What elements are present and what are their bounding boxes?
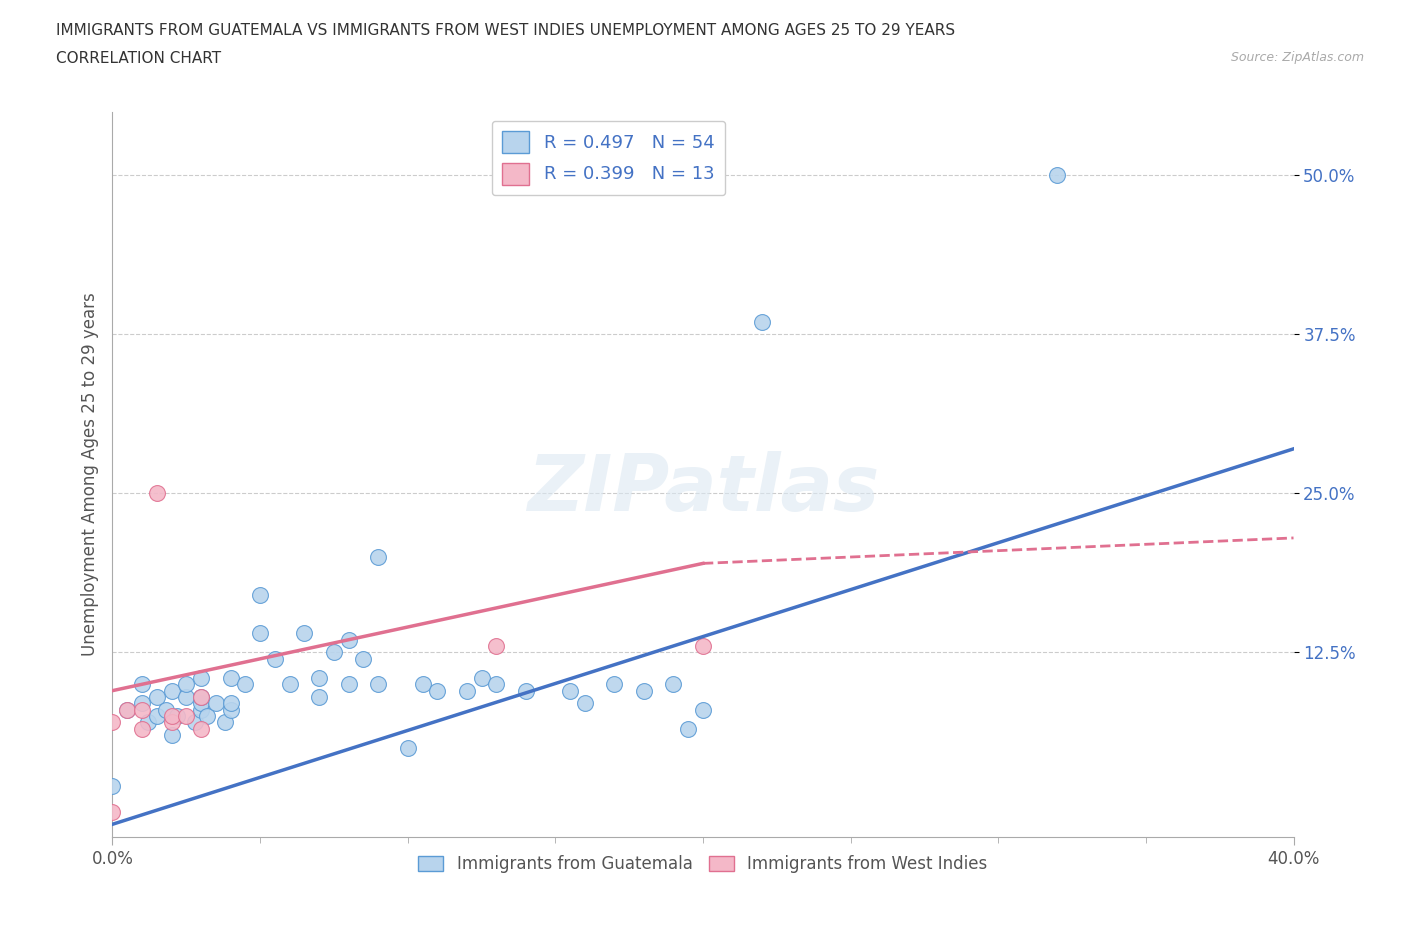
Point bbox=[131, 696, 153, 711]
Point bbox=[751, 314, 773, 329]
Point bbox=[308, 671, 330, 685]
Point bbox=[692, 702, 714, 717]
Point bbox=[292, 626, 315, 641]
Point bbox=[603, 677, 626, 692]
Point bbox=[219, 671, 242, 685]
Point bbox=[574, 696, 596, 711]
Point bbox=[117, 702, 138, 717]
Point bbox=[662, 677, 685, 692]
Point bbox=[174, 689, 197, 704]
Point bbox=[131, 702, 153, 717]
Point bbox=[264, 651, 287, 666]
Point bbox=[219, 696, 242, 711]
Point bbox=[190, 702, 212, 717]
Point bbox=[190, 689, 212, 704]
Point bbox=[160, 709, 183, 724]
Point bbox=[214, 715, 236, 730]
Point bbox=[160, 715, 183, 730]
Point bbox=[131, 677, 153, 692]
Point bbox=[456, 684, 478, 698]
Point bbox=[190, 689, 212, 704]
Point bbox=[470, 671, 494, 685]
Point bbox=[101, 778, 124, 793]
Y-axis label: Unemployment Among Ages 25 to 29 years: Unemployment Among Ages 25 to 29 years bbox=[80, 292, 98, 657]
Text: IMMIGRANTS FROM GUATEMALA VS IMMIGRANTS FROM WEST INDIES UNEMPLOYMENT AMONG AGES: IMMIGRANTS FROM GUATEMALA VS IMMIGRANTS … bbox=[56, 23, 955, 38]
Point bbox=[146, 486, 169, 501]
Point bbox=[155, 702, 177, 717]
Point bbox=[174, 709, 197, 724]
Point bbox=[160, 684, 183, 698]
Point bbox=[146, 709, 169, 724]
Point bbox=[278, 677, 301, 692]
Point bbox=[337, 632, 360, 647]
Point bbox=[166, 709, 188, 724]
Point bbox=[367, 550, 389, 565]
Point bbox=[195, 709, 218, 724]
Point bbox=[219, 702, 242, 717]
Point bbox=[190, 696, 212, 711]
Point bbox=[190, 671, 212, 685]
Point bbox=[367, 677, 389, 692]
Point bbox=[633, 684, 655, 698]
Point bbox=[558, 684, 582, 698]
Point bbox=[249, 626, 271, 641]
Point bbox=[160, 728, 183, 743]
Point bbox=[1046, 167, 1069, 182]
Point bbox=[174, 677, 197, 692]
Text: Source: ZipAtlas.com: Source: ZipAtlas.com bbox=[1230, 51, 1364, 64]
Point bbox=[249, 588, 271, 603]
Legend: Immigrants from Guatemala, Immigrants from West Indies: Immigrants from Guatemala, Immigrants fr… bbox=[412, 848, 994, 880]
Point bbox=[101, 715, 124, 730]
Point bbox=[205, 696, 228, 711]
Point bbox=[101, 804, 124, 819]
Point bbox=[233, 677, 256, 692]
Point bbox=[131, 722, 153, 737]
Point bbox=[426, 684, 449, 698]
Text: CORRELATION CHART: CORRELATION CHART bbox=[56, 51, 221, 66]
Point bbox=[117, 702, 138, 717]
Point bbox=[146, 689, 169, 704]
Point bbox=[352, 651, 374, 666]
Point bbox=[485, 677, 508, 692]
Point bbox=[184, 715, 207, 730]
Point bbox=[308, 689, 330, 704]
Point bbox=[692, 639, 714, 654]
Point bbox=[136, 715, 159, 730]
Point bbox=[323, 645, 346, 660]
Point bbox=[411, 677, 433, 692]
Point bbox=[515, 684, 537, 698]
Point bbox=[485, 639, 508, 654]
Text: ZIPatlas: ZIPatlas bbox=[527, 451, 879, 526]
Point bbox=[678, 722, 700, 737]
Point bbox=[337, 677, 360, 692]
Point bbox=[190, 722, 212, 737]
Point bbox=[396, 740, 419, 755]
